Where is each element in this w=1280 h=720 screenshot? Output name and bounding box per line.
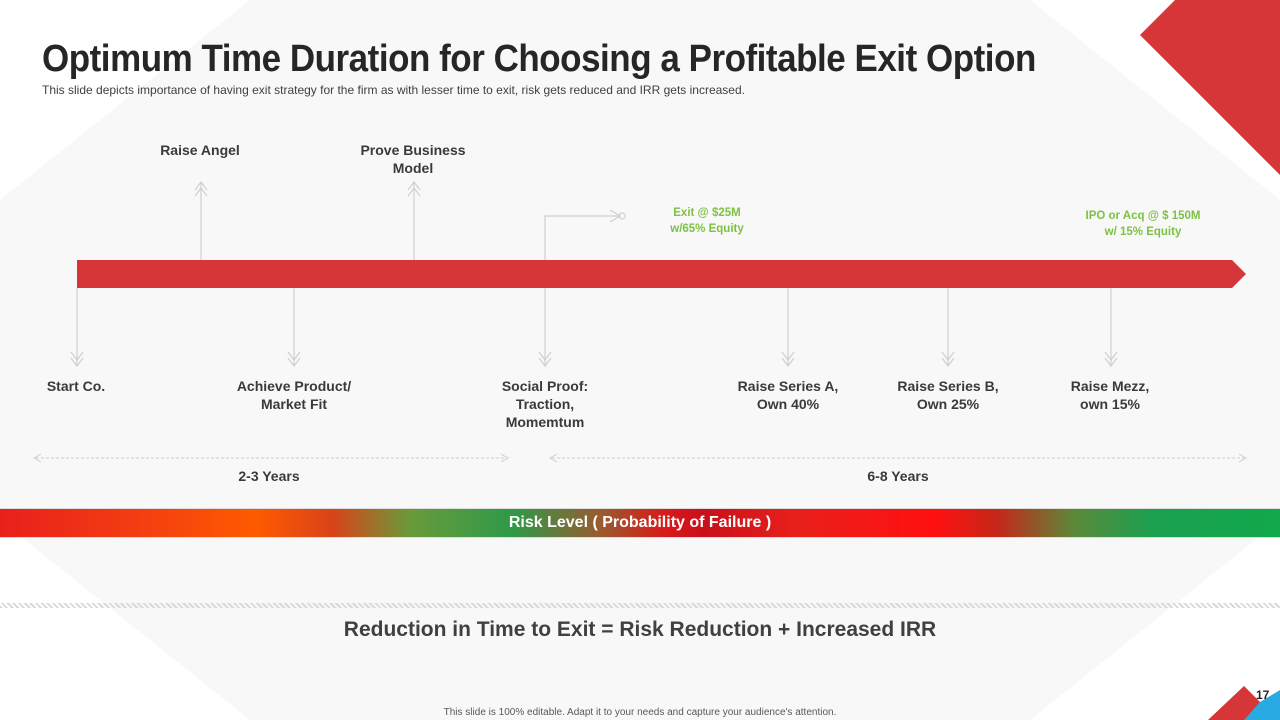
- divider-hatch: [0, 603, 1280, 608]
- footer-note: This slide is 100% editable. Adapt it to…: [443, 707, 837, 718]
- milestone-prove-business-model: Prove Business Model: [360, 142, 466, 176]
- slide-subtitle: This slide depicts importance of having …: [42, 83, 745, 97]
- period-2-3-years: 2-3 Years: [238, 468, 300, 484]
- period-6-8-years: 6-8 Years: [867, 468, 929, 484]
- summary-equation: Reduction in Time to Exit = Risk Reducti…: [343, 618, 937, 641]
- page-number: 17: [1256, 688, 1270, 702]
- milestone-mezz: Raise Mezz, own 15%: [1070, 378, 1150, 412]
- milestone-social-proof: Social Proof: Traction, Momemtum: [501, 378, 589, 430]
- exit-ipo-150m: IPO or Acq @ $ 150M w/ 15% Equity: [1085, 210, 1201, 238]
- milestone-product-market-fit: Achieve Product/ Market Fit: [236, 378, 352, 412]
- slide-title: Optimum Time Duration for Choosing a Pro…: [42, 38, 1036, 80]
- milestone-start-co: Start Co.: [46, 378, 106, 394]
- connector-exit-25m: [544, 215, 620, 260]
- milestone-raise-angel: Raise Angel: [160, 142, 240, 158]
- corner-triangle-top-right: [1140, 0, 1280, 175]
- corner-decoration-bottom-right: [1208, 686, 1280, 720]
- risk-level-bar: Risk Level ( Probability of Failure ): [0, 508, 1280, 538]
- milestone-series-b: Raise Series B, Own 25%: [897, 378, 999, 412]
- timeline-arrow: [77, 260, 1246, 288]
- milestone-series-a: Raise Series A, Own 40%: [737, 378, 839, 412]
- exit-25m: Exit @ $25M w/65% Equity: [670, 207, 744, 235]
